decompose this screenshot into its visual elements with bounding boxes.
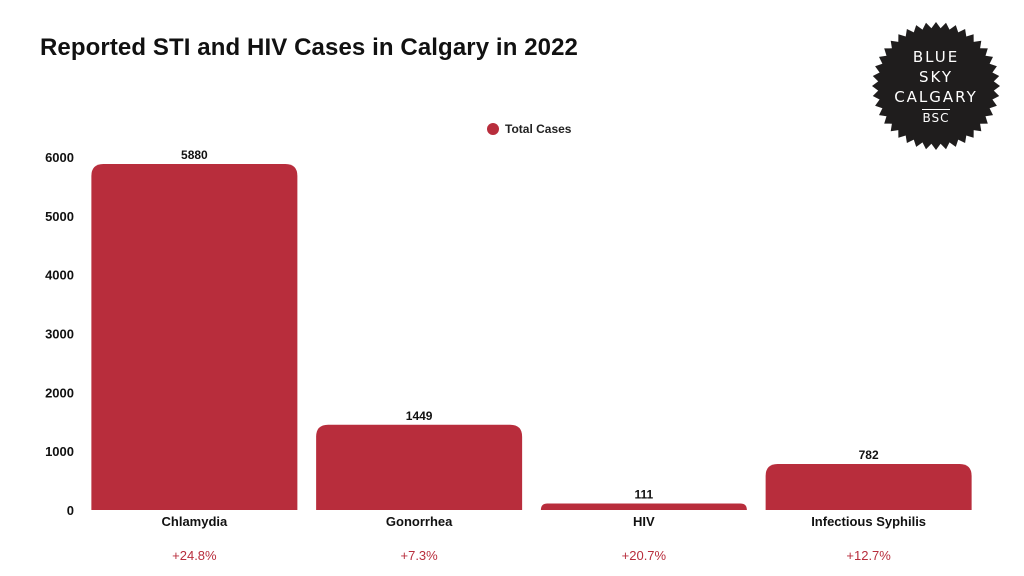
- y-tick-label: 1000: [45, 444, 74, 459]
- bar-value-label: 5880: [181, 148, 208, 162]
- bar-value-label: 111: [635, 487, 654, 501]
- y-tick-label: 5000: [45, 209, 74, 224]
- change-label: +20.7%: [622, 548, 667, 563]
- chart-title: Reported STI and HIV Cases in Calgary in…: [40, 34, 579, 61]
- y-tick-label: 3000: [45, 327, 74, 342]
- logo-line-2: SKY: [919, 68, 953, 86]
- bar-value-label: 1449: [406, 409, 433, 423]
- bar-value-label: 782: [859, 448, 879, 462]
- logo-line-1: BLUE: [912, 48, 960, 66]
- x-tick-label: HIV: [633, 514, 655, 529]
- legend-swatch: [487, 123, 499, 135]
- bar-chlamydia: [91, 164, 298, 510]
- y-tick-label: 2000: [45, 385, 74, 400]
- y-tick-label: 6000: [45, 150, 74, 165]
- blue-sky-calgary-logo: BLUE SKY CALGARY BSC: [872, 22, 1000, 150]
- y-tick-label: 4000: [45, 268, 74, 283]
- x-tick-label: Chlamydia: [162, 514, 229, 529]
- y-tick-label: 0: [67, 503, 74, 518]
- chart-legend: Total Cases: [487, 122, 571, 136]
- logo-abbreviation: BSC: [922, 109, 950, 125]
- change-label: +12.7%: [846, 548, 891, 563]
- logo-badge-shape: [872, 22, 1000, 150]
- logo-line-3: CALGARY: [894, 88, 978, 106]
- x-tick-label: Gonorrhea: [386, 514, 453, 529]
- legend-label: Total Cases: [505, 122, 572, 136]
- bar-hiv: [540, 503, 747, 510]
- x-tick-label: Infectious Syphilis: [811, 514, 926, 529]
- change-label: +7.3%: [401, 548, 439, 563]
- bar-infectious-syphilis: [765, 463, 972, 510]
- change-label: +24.8%: [172, 548, 217, 563]
- bar-gonorrhea: [316, 424, 523, 510]
- logo-seal: [872, 22, 1000, 150]
- logo-text: BLUE SKY CALGARY BSC: [872, 22, 1000, 150]
